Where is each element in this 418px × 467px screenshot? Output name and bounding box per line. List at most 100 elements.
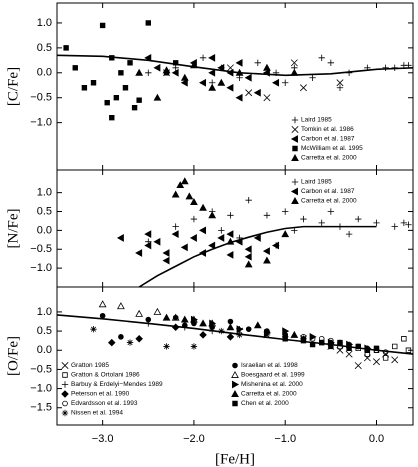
data-point: [364, 64, 371, 72]
data-point: [136, 97, 142, 103]
data-point: [90, 325, 97, 333]
data-point: [300, 215, 307, 223]
data-point: [144, 230, 152, 239]
data-point: [208, 211, 217, 219]
data-point: [254, 59, 262, 67]
data-point: [180, 243, 188, 252]
data-point: [355, 343, 361, 350]
data-point: [63, 45, 69, 51]
plot-frame: [56, 286, 414, 426]
data-point: [244, 245, 252, 254]
legend-marker: [232, 362, 238, 369]
data-point: [122, 85, 129, 91]
legend-entry: Israelian et al. 1998: [232, 362, 298, 369]
data-point: [309, 74, 316, 81]
legend-label: Tomkin et al. 1986: [301, 126, 354, 133]
data-point: [190, 198, 198, 206]
legend-marker: [291, 196, 299, 204]
data-point: [189, 234, 197, 242]
data-point: [391, 223, 398, 230]
data-point: [199, 203, 207, 211]
legend-label: Carbon et al. 1987: [301, 188, 355, 195]
y-tick-label: 0.0: [37, 344, 52, 356]
legend-label: Gratton 1985: [71, 362, 109, 369]
data-point: [401, 336, 407, 342]
data-point: [217, 63, 225, 72]
data-point: [172, 64, 179, 72]
legend-marker: [291, 116, 299, 124]
data-point: [253, 321, 262, 329]
data-point: [162, 256, 170, 265]
data-point: [405, 221, 412, 228]
data-point: [218, 227, 225, 234]
data-point: [217, 78, 226, 86]
data-point: [235, 68, 244, 76]
legend-entry: McWilliam et al. 1995: [292, 145, 363, 152]
data-point: [163, 343, 170, 350]
data-point: [345, 350, 353, 358]
data-point: [226, 83, 234, 92]
data-point: [99, 312, 106, 319]
data-point: [373, 345, 380, 352]
data-point: [172, 223, 179, 230]
legend-entry: Nissen et al. 1994: [61, 410, 123, 417]
data-point: [117, 302, 125, 310]
data-point: [245, 196, 252, 204]
x-tick-label: −2.0: [183, 433, 205, 445]
legend-label: Israelian et al. 1998: [241, 362, 298, 369]
legend-marker: [291, 178, 299, 186]
data-point: [290, 68, 299, 76]
data-point: [99, 22, 106, 29]
legend-entry: Carbon et al. 1987: [290, 187, 355, 196]
legend-label: Carretta et al. 2000: [301, 198, 357, 205]
data-point: [190, 315, 198, 324]
y-axis-label: [N/Fe]: [5, 209, 21, 249]
data-point: [127, 60, 133, 66]
data-point: [244, 73, 252, 82]
y-tick-label: −0.5: [30, 363, 52, 375]
y-tick-label: 0.5: [37, 205, 52, 217]
data-point: [108, 338, 116, 347]
data-point: [208, 241, 216, 250]
legend-entry: Peterson et al. 1990: [61, 390, 130, 398]
data-point: [245, 89, 253, 97]
y-tick-label: 0.0: [37, 224, 52, 236]
x-tick-label: 0.0: [369, 433, 384, 445]
data-point: [354, 362, 362, 370]
data-point: [290, 330, 299, 338]
data-point: [171, 190, 180, 198]
legend-marker: [292, 145, 298, 152]
data-point: [72, 65, 78, 71]
data-point: [113, 95, 120, 101]
legend-label: Laird 1985: [301, 179, 332, 186]
data-point: [116, 234, 124, 242]
y-tick-label: 0.5: [37, 325, 52, 337]
y-tick-label: −1.0: [30, 117, 52, 129]
legend-marker: [61, 390, 69, 398]
data-point: [226, 333, 235, 341]
data-point: [226, 230, 234, 239]
data-point: [364, 347, 371, 353]
data-point: [262, 247, 270, 256]
legend-marker: [61, 362, 69, 369]
legend-label: Edvardsson et al. 1993: [71, 400, 138, 407]
data-point: [328, 343, 334, 350]
legend-marker: [291, 126, 299, 133]
data-point: [282, 208, 289, 215]
data-point: [226, 251, 234, 259]
legend-entry: Carretta et al. 2000: [291, 196, 357, 205]
data-point: [153, 307, 162, 315]
data-point: [236, 325, 244, 334]
data-point: [180, 78, 188, 87]
data-point: [299, 84, 307, 92]
data-point: [245, 326, 252, 332]
legend-marker: [291, 153, 299, 161]
data-point: [263, 256, 271, 264]
data-point: [171, 230, 179, 239]
data-point: [309, 341, 316, 348]
data-point: [145, 69, 152, 76]
data-point: [391, 356, 399, 364]
legend-marker: [61, 381, 69, 388]
legend-entry: Gratton & Ortolani 1986: [62, 372, 140, 379]
